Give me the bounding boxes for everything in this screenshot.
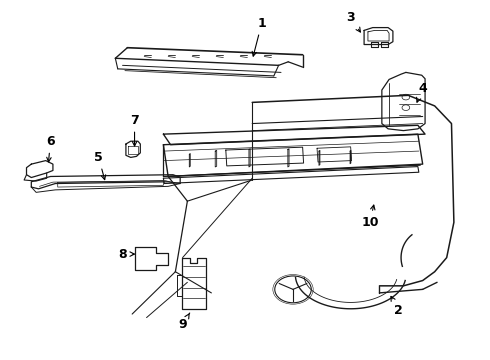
Text: 3: 3 — [346, 11, 360, 32]
Text: 4: 4 — [416, 82, 427, 102]
Text: 8: 8 — [118, 248, 134, 261]
Text: 1: 1 — [252, 17, 266, 56]
Text: 7: 7 — [130, 113, 139, 146]
Text: 2: 2 — [391, 296, 403, 317]
Text: 10: 10 — [361, 205, 379, 229]
Text: 5: 5 — [94, 150, 106, 180]
Text: 6: 6 — [46, 135, 55, 162]
Text: 9: 9 — [178, 313, 190, 331]
